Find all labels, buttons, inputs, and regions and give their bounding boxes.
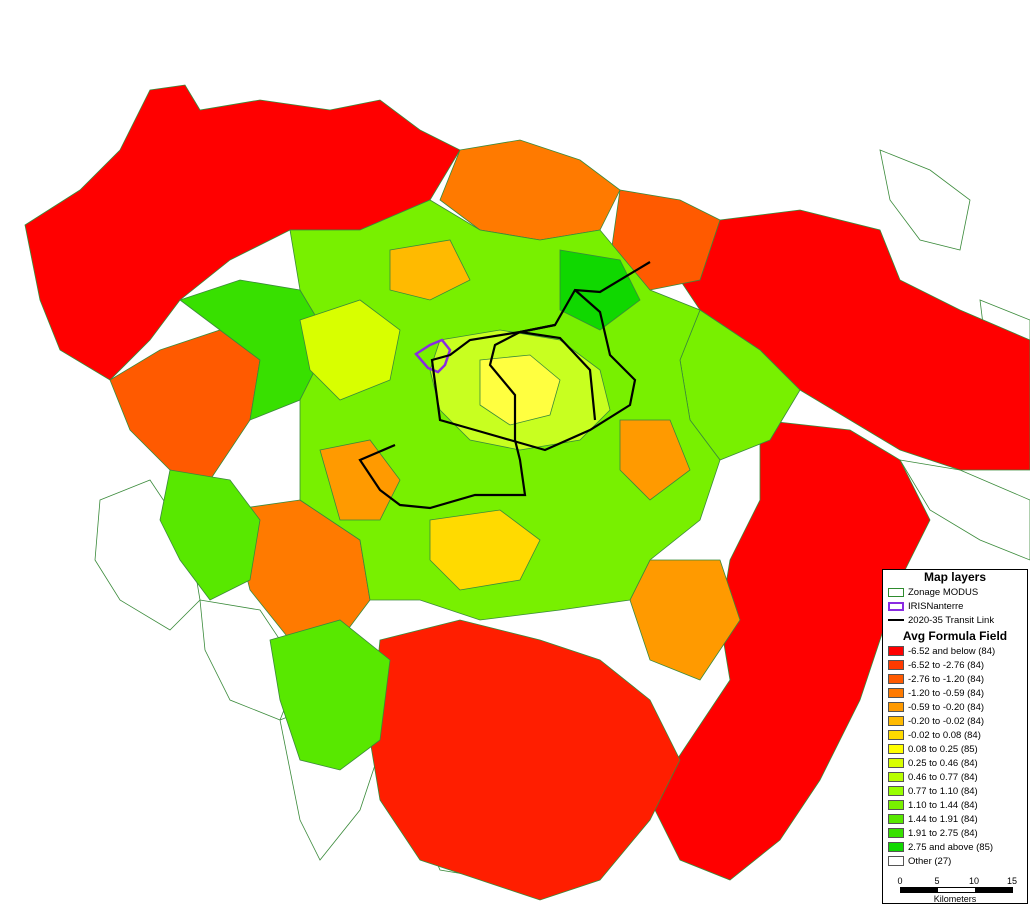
zone-outline-swatch xyxy=(888,587,904,597)
class-label: -6.52 to -2.76 (84) xyxy=(908,659,985,671)
scale-tick-label: 5 xyxy=(934,876,940,886)
class-label: -2.76 to -1.20 (84) xyxy=(908,673,985,685)
legend-class-row: -0.02 to 0.08 (84) xyxy=(883,728,1027,742)
class-label: 0.25 to 0.46 (84) xyxy=(908,757,978,769)
class-color-swatch xyxy=(888,828,904,838)
class-color-swatch xyxy=(888,730,904,740)
scale-labels: 0 5 10 15 xyxy=(882,876,1028,887)
zone-s-red xyxy=(369,619,681,901)
class-color-swatch xyxy=(888,856,904,866)
iris-outline-swatch xyxy=(888,601,904,611)
classes-title: Avg Formula Field xyxy=(902,629,1008,643)
class-label: -0.20 to -0.02 (84) xyxy=(908,715,985,727)
scale-tick-label: 0 xyxy=(897,876,903,886)
scale-tick-label: 15 xyxy=(1006,876,1018,886)
legend-class-row: Other (27) xyxy=(883,854,1027,868)
scale-tick-label: 10 xyxy=(968,876,980,886)
class-color-swatch xyxy=(888,674,904,684)
class-color-swatch xyxy=(888,814,904,824)
class-label: -6.52 and below (84) xyxy=(908,645,996,657)
layer-zonage-modus: Zonage MODUS xyxy=(883,585,1027,599)
legend-class-row: 1.91 to 2.75 (84) xyxy=(883,826,1027,840)
zone-inner-orange-e xyxy=(619,419,691,501)
legend-class-row: 0.08 to 0.25 (85) xyxy=(883,742,1027,756)
layer-transit-link: 2020-35 Transit Link xyxy=(883,613,1027,627)
zone-paris-center xyxy=(479,354,561,426)
class-label: 1.91 to 2.75 (84) xyxy=(908,827,978,839)
class-label: Other (27) xyxy=(908,855,952,867)
class-color-swatch xyxy=(888,842,904,852)
scale-unit: Kilometers xyxy=(933,894,977,904)
class-color-swatch xyxy=(888,758,904,768)
class-label: 0.77 to 1.10 (84) xyxy=(908,785,978,797)
class-label: 1.44 to 1.91 (84) xyxy=(908,813,978,825)
layer-label: 2020-35 Transit Link xyxy=(908,614,995,626)
zone-sw-green xyxy=(159,469,261,601)
legend-class-row: 1.10 to 1.44 (84) xyxy=(883,798,1027,812)
legend-class-row: 0.25 to 0.46 (84) xyxy=(883,756,1027,770)
scale-bar-graphic xyxy=(900,887,1013,893)
class-label: -0.02 to 0.08 (84) xyxy=(908,729,981,741)
layer-label: Zonage MODUS xyxy=(908,586,979,598)
class-label: 0.46 to 0.77 (84) xyxy=(908,771,978,783)
legend-class-row: -0.59 to -0.20 (84) xyxy=(883,700,1027,714)
class-label: -0.59 to -0.20 (84) xyxy=(908,701,985,713)
zone-inner-yellow-w xyxy=(299,299,401,401)
class-label: 1.10 to 1.44 (84) xyxy=(908,799,978,811)
iris-nanterre-outline xyxy=(414,338,452,374)
class-color-swatch xyxy=(888,786,904,796)
legend-class-row: 0.46 to 0.77 (84) xyxy=(883,770,1027,784)
class-color-swatch xyxy=(888,660,904,670)
class-label: 2.75 and above (85) xyxy=(908,841,994,853)
class-color-swatch xyxy=(888,716,904,726)
legend-class-row: -6.52 and below (84) xyxy=(883,644,1027,658)
legend-class-row: -6.52 to -2.76 (84) xyxy=(883,658,1027,672)
class-color-swatch xyxy=(888,646,904,656)
legend-class-row: 0.77 to 1.10 (84) xyxy=(883,784,1027,798)
legend-class-row: 1.44 to 1.91 (84) xyxy=(883,812,1027,826)
class-color-swatch xyxy=(888,702,904,712)
zone-inner-orange-n xyxy=(389,239,471,301)
zone-se-orange xyxy=(629,559,741,681)
class-list: -6.52 and below (84) -6.52 to -2.76 (84) -… xyxy=(883,644,1027,868)
transit-line-swatch xyxy=(888,619,904,621)
zone-inner-yellow-s xyxy=(429,509,541,591)
class-color-swatch xyxy=(888,744,904,754)
class-color-swatch xyxy=(888,772,904,782)
zone-s-green xyxy=(269,619,391,771)
scale-bar: 0 5 10 15 Kilometers xyxy=(882,876,1028,904)
class-color-swatch xyxy=(888,688,904,698)
layer-iris-nanterre: IRISNanterre xyxy=(883,599,1027,613)
legend-class-row: -2.76 to -1.20 (84) xyxy=(883,672,1027,686)
class-color-swatch xyxy=(888,800,904,810)
class-label: 0.08 to 0.25 (85) xyxy=(908,743,978,755)
zone-inner-orange-sw xyxy=(319,439,401,521)
legend-class-row: -1.20 to -0.59 (84) xyxy=(883,686,1027,700)
legend-class-row: 2.75 and above (85) xyxy=(883,840,1027,854)
layers-title: Map layers xyxy=(923,570,987,584)
zone-inner-green-ne xyxy=(559,249,641,331)
legend-class-row: -0.20 to -0.02 (84) xyxy=(883,714,1027,728)
zone-polygons xyxy=(24,84,1030,901)
class-label: -1.20 to -0.59 (84) xyxy=(908,687,985,699)
map-legend: Map layers Zonage MODUS IRISNanterre 202… xyxy=(882,569,1028,904)
transit-link-2020-35 xyxy=(358,261,651,510)
layer-label: IRISNanterre xyxy=(908,600,964,612)
